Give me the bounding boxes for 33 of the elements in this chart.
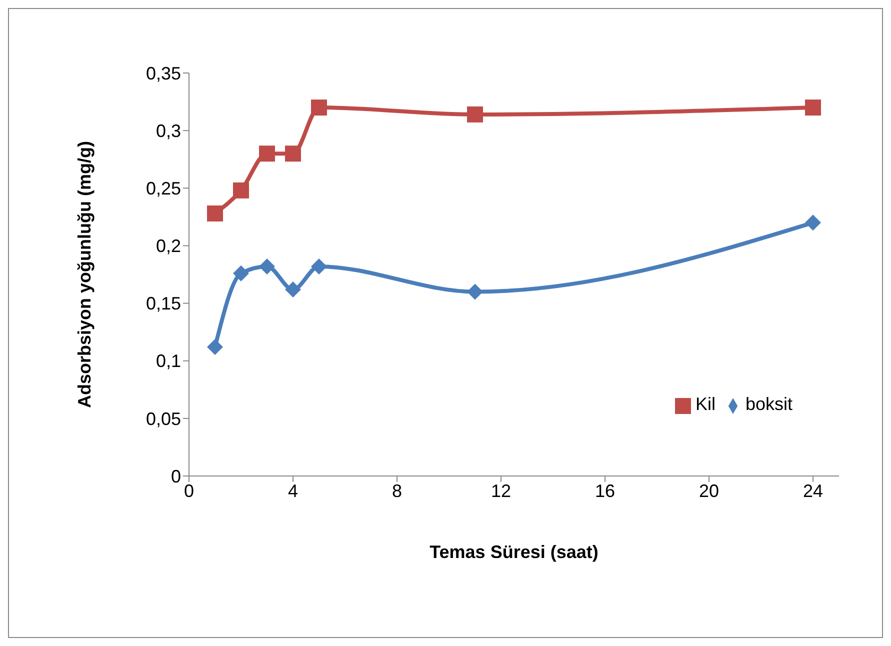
legend-label: Kil xyxy=(695,394,716,414)
point xyxy=(805,214,821,231)
x-tick-label: 4 xyxy=(288,480,298,501)
point xyxy=(285,281,301,298)
point xyxy=(805,100,821,116)
y-tick-label: 0,25 xyxy=(146,178,181,199)
x-tick-label: 12 xyxy=(490,480,512,501)
point xyxy=(311,100,327,116)
point xyxy=(467,284,483,300)
point xyxy=(233,182,249,198)
point xyxy=(311,258,327,274)
x-tick-label: 24 xyxy=(802,480,824,501)
y-tick-label: 0,15 xyxy=(146,294,181,314)
x-tick-label: 16 xyxy=(594,480,616,501)
point xyxy=(285,146,301,162)
point xyxy=(259,146,275,162)
point xyxy=(233,265,249,282)
point xyxy=(467,106,483,122)
y-tick-label: 0,2 xyxy=(156,236,181,256)
y-tick-label: 0,3 xyxy=(156,120,181,141)
x-tick-label: 20 xyxy=(698,480,720,501)
x-axis-title: Temas Süresi (saat) xyxy=(430,542,598,562)
legend-label: boksit xyxy=(745,394,793,414)
point xyxy=(259,258,275,274)
y-tick-label: 0,35 xyxy=(146,63,181,84)
point xyxy=(207,205,223,222)
x-tick-label: 8 xyxy=(392,480,402,501)
y-axis-title: Adsorbsiyon yoğunluğu (mg/g) xyxy=(74,141,94,408)
point xyxy=(207,339,223,356)
x-tick-label: 0 xyxy=(184,480,194,501)
y-tick-label: 0 xyxy=(170,466,181,486)
y-tick-label: 0,1 xyxy=(156,351,181,372)
y-tick-label: 0,05 xyxy=(146,408,181,429)
